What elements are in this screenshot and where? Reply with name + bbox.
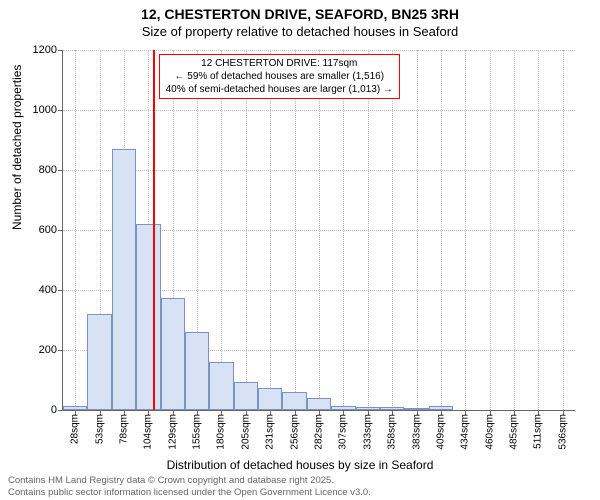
xtick-label: 333sqm bbox=[362, 414, 373, 450]
ytick-mark bbox=[58, 410, 63, 411]
xtick-label: 383sqm bbox=[411, 414, 422, 450]
xtick-label: 180sqm bbox=[216, 414, 227, 450]
xtick-label: 460sqm bbox=[484, 414, 495, 450]
x-axis-label: Distribution of detached houses by size … bbox=[0, 458, 600, 472]
ytick-mark bbox=[58, 50, 63, 51]
ytick-label: 800 bbox=[39, 164, 57, 176]
xtick-label: 53sqm bbox=[94, 414, 105, 444]
xtick-label: 104sqm bbox=[143, 414, 154, 450]
gridline-v bbox=[246, 50, 247, 410]
histogram-bar bbox=[331, 406, 355, 411]
gridline-v bbox=[319, 50, 320, 410]
xtick-label: 129sqm bbox=[167, 414, 178, 450]
y-axis-label: Number of detached properties bbox=[10, 65, 24, 230]
xtick-label: 434sqm bbox=[460, 414, 471, 450]
gridline-v bbox=[343, 50, 344, 410]
xtick-label: 485sqm bbox=[509, 414, 520, 450]
gridline-v bbox=[270, 50, 271, 410]
ytick-label: 400 bbox=[39, 284, 57, 296]
xtick-label: 511sqm bbox=[533, 414, 544, 449]
footer-line-2: Contains public sector information licen… bbox=[8, 487, 371, 498]
histogram-bar bbox=[282, 392, 306, 410]
ytick-label: 1200 bbox=[33, 44, 57, 56]
annotation-line: 12 CHESTERTON DRIVE: 117sqm bbox=[166, 57, 393, 70]
xtick-label: 205sqm bbox=[240, 414, 251, 450]
chart-title-sub: Size of property relative to detached ho… bbox=[0, 24, 600, 39]
xtick-label: 358sqm bbox=[387, 414, 398, 450]
gridline-v bbox=[514, 50, 515, 410]
histogram-bar bbox=[161, 298, 185, 411]
histogram-bar bbox=[234, 382, 258, 411]
gridline-v bbox=[221, 50, 222, 410]
ytick-mark bbox=[58, 230, 63, 231]
xtick-label: 28sqm bbox=[70, 414, 81, 444]
xtick-label: 256sqm bbox=[289, 414, 300, 450]
gridline-v bbox=[368, 50, 369, 410]
xtick-label: 409sqm bbox=[435, 414, 446, 450]
ytick-label: 1000 bbox=[33, 104, 57, 116]
histogram-bar bbox=[307, 398, 331, 410]
ytick-label: 200 bbox=[39, 344, 57, 356]
xtick-label: 282sqm bbox=[314, 414, 325, 450]
plot-area: 02004006008001000120028sqm53sqm78sqm104s… bbox=[62, 50, 575, 411]
gridline-v bbox=[465, 50, 466, 410]
histogram-bar bbox=[380, 407, 404, 410]
xtick-label: 536sqm bbox=[557, 414, 568, 450]
xtick-label: 155sqm bbox=[192, 414, 203, 450]
annotation-line: ← 59% of detached houses are smaller (1,… bbox=[166, 70, 393, 83]
ytick-mark bbox=[58, 290, 63, 291]
histogram-bar bbox=[258, 388, 282, 411]
gridline-v bbox=[417, 50, 418, 410]
histogram-bar bbox=[63, 406, 87, 411]
histogram-bar bbox=[356, 407, 380, 410]
gridline-v bbox=[563, 50, 564, 410]
gridline-v bbox=[490, 50, 491, 410]
histogram-bar bbox=[404, 408, 428, 410]
chart-title-main: 12, CHESTERTON DRIVE, SEAFORD, BN25 3RH bbox=[0, 6, 600, 22]
gridline-v bbox=[392, 50, 393, 410]
gridline-v bbox=[295, 50, 296, 410]
histogram-bar bbox=[136, 224, 160, 410]
histogram-bar bbox=[429, 406, 453, 411]
gridline-v bbox=[75, 50, 76, 410]
xtick-label: 307sqm bbox=[338, 414, 349, 450]
chart-container: 12, CHESTERTON DRIVE, SEAFORD, BN25 3RH … bbox=[0, 0, 600, 500]
ytick-label: 0 bbox=[51, 404, 57, 416]
footer-attribution: Contains HM Land Registry data © Crown c… bbox=[8, 475, 371, 498]
histogram-bar bbox=[185, 332, 209, 410]
xtick-label: 78sqm bbox=[118, 414, 129, 444]
ytick-mark bbox=[58, 170, 63, 171]
histogram-bar bbox=[209, 362, 233, 410]
ytick-mark bbox=[58, 110, 63, 111]
gridline-v bbox=[538, 50, 539, 410]
gridline-v bbox=[441, 50, 442, 410]
annotation-box: 12 CHESTERTON DRIVE: 117sqm← 59% of deta… bbox=[159, 54, 400, 99]
footer-line-1: Contains HM Land Registry data © Crown c… bbox=[8, 475, 371, 486]
xtick-label: 231sqm bbox=[265, 414, 276, 450]
histogram-bar bbox=[112, 149, 136, 410]
histogram-bar bbox=[87, 314, 111, 410]
annotation-line: 40% of semi-detached houses are larger (… bbox=[166, 83, 393, 96]
ytick-label: 600 bbox=[39, 224, 57, 236]
ytick-mark bbox=[58, 350, 63, 351]
marker-line bbox=[153, 50, 155, 410]
